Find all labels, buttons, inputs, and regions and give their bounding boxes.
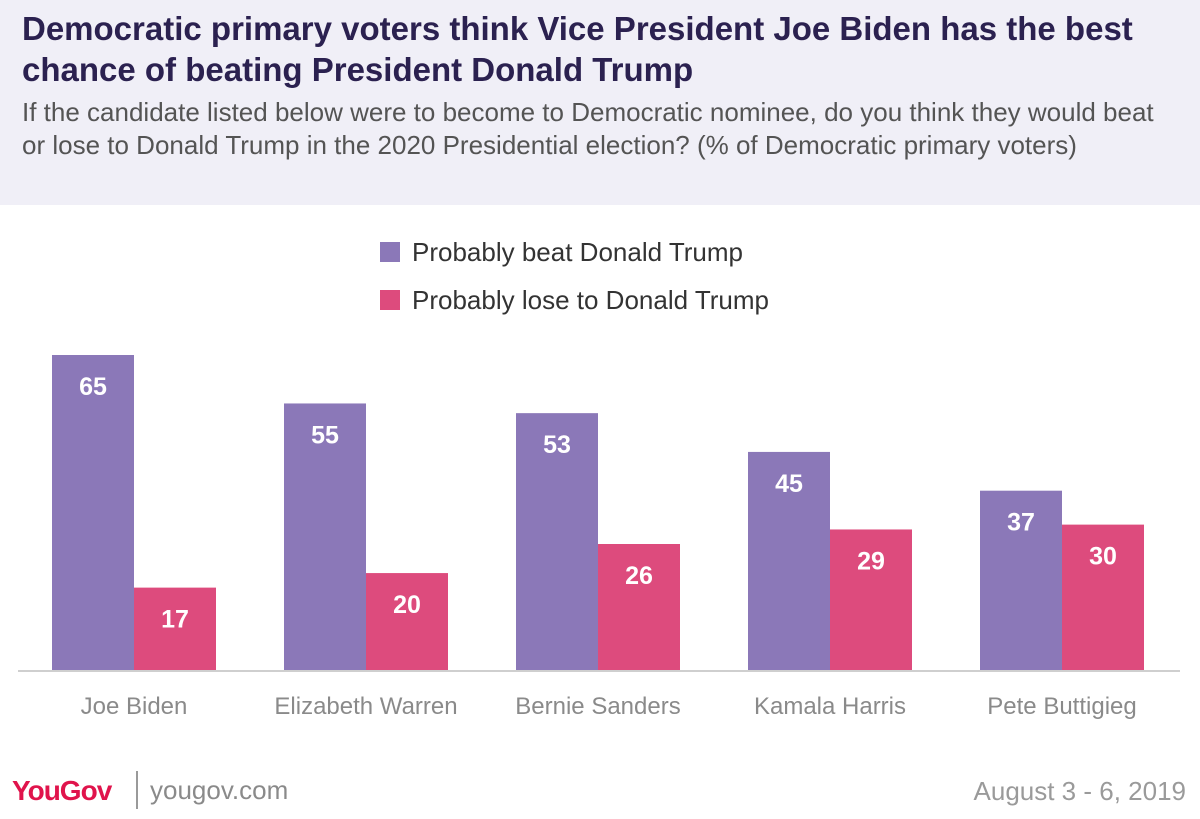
data-label: 26 — [625, 562, 653, 590]
data-label: 30 — [1089, 543, 1117, 571]
bar-lose-joe-biden — [134, 587, 216, 670]
legend-label-beat: Probably beat Donald Trump — [412, 236, 743, 267]
category-label: Bernie Sanders — [515, 693, 680, 720]
data-label: 55 — [311, 421, 339, 449]
footer-divider — [136, 771, 138, 809]
bar-lose-elizabeth-warren — [366, 573, 448, 670]
legend-swatch-lose — [380, 290, 400, 310]
yougov-logo: YouGov — [12, 775, 112, 806]
bar-beat-kamala-harris — [748, 451, 830, 670]
data-label: 29 — [857, 547, 885, 575]
category-label: Elizabeth Warren — [274, 693, 457, 720]
chart-title: Democratic primary voters think Vice Pre… — [22, 10, 1133, 88]
bar-lose-bernie-sanders — [598, 544, 680, 670]
data-label: 17 — [161, 606, 189, 634]
survey-date: August 3 - 6, 2019 — [973, 776, 1186, 806]
category-label: Kamala Harris — [754, 693, 906, 720]
category-label: Pete Buttigieg — [987, 693, 1136, 720]
data-label: 65 — [79, 373, 107, 401]
data-label: 45 — [775, 470, 803, 498]
data-label: 20 — [393, 591, 421, 619]
bar-beat-joe-biden — [52, 355, 134, 670]
footer-site: yougov.com — [150, 775, 289, 805]
chart-subtitle: If the candidate listed below were to be… — [22, 97, 1154, 160]
category-label: Joe Biden — [81, 693, 188, 720]
legend-swatch-beat — [380, 242, 400, 262]
bar-beat-bernie-sanders — [516, 413, 598, 670]
bar-chart: 65 17 Joe Biden 55 20 Elizabeth Warren 53 26 Ber… — [18, 355, 1180, 720]
data-label: 53 — [543, 431, 571, 459]
bar-beat-pete-buttigieg — [980, 490, 1062, 670]
chart-header: Democratic primary voters think Vice Pre… — [0, 0, 1200, 205]
data-label: 37 — [1007, 509, 1035, 537]
legend-label-lose: Probably lose to Donald Trump — [412, 284, 769, 315]
chart-legend: Probably beat Donald Trump Probably lose… — [380, 228, 769, 324]
bar-beat-elizabeth-warren — [284, 403, 366, 670]
bar-lose-kamala-harris — [830, 529, 912, 670]
legend-item-lose: Probably lose to Donald Trump — [380, 276, 769, 324]
bar-lose-pete-buttigieg — [1062, 524, 1144, 670]
legend-item-beat: Probably beat Donald Trump — [380, 228, 769, 276]
